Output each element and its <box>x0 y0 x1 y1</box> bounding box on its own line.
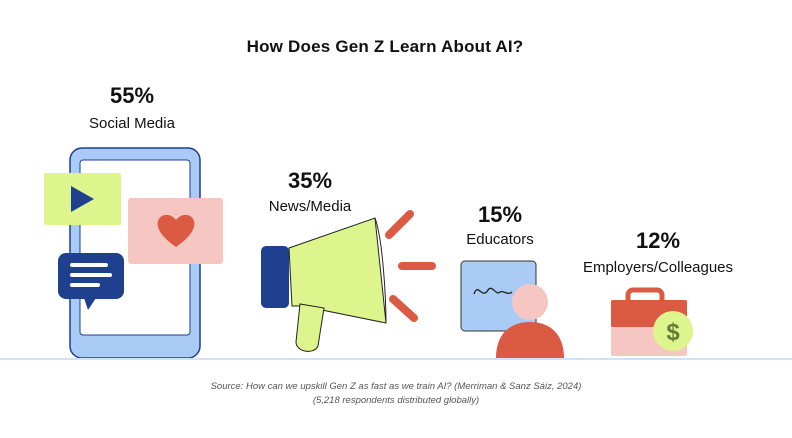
value-label-news-media: 35% <box>287 168 333 193</box>
value-label-employers: 12% <box>635 228 681 253</box>
dollar-icon: $ <box>653 311 693 351</box>
person-icon <box>496 284 564 358</box>
category-label-news-media: News/Media <box>268 198 352 215</box>
category-label-employers: Employers/Colleagues <box>582 259 734 276</box>
megaphone-icon <box>261 210 436 352</box>
category-label-educators: Educators <box>466 231 534 248</box>
source-citation: Source: How can we upskill Gen Z as fast… <box>210 381 582 392</box>
source-respondents: (5,218 respondents distributed globally) <box>312 395 480 406</box>
svg-text:$: $ <box>666 319 680 346</box>
chat-icon <box>58 253 124 310</box>
chart-title: How Does Gen Z Learn About AI? <box>246 37 524 56</box>
play-icon <box>44 173 121 225</box>
value-label-educators: 15% <box>477 202 523 227</box>
value-label-social-media: 55% <box>109 83 155 108</box>
category-label-social-media: Social Media <box>89 115 175 132</box>
heart-icon <box>128 198 223 264</box>
